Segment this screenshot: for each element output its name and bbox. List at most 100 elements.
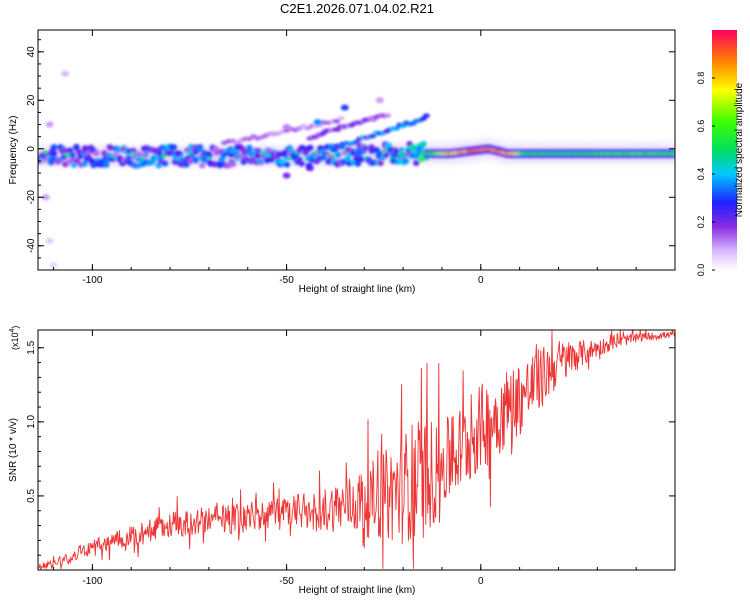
spectrogram-streak [306, 113, 392, 141]
spectrogram-band-core [192, 157, 198, 161]
spectrogram-band-blob [205, 151, 212, 158]
snr-x-tick-label: -50 [279, 576, 294, 587]
spectrogram-band-blob [339, 143, 346, 150]
spectrogram-band-blob [216, 162, 223, 169]
spectrogram-band-blob [166, 150, 174, 157]
spectrogram-streak-blob [419, 116, 427, 122]
spectrogram-y-tick-label: -20 [26, 190, 37, 205]
spectrogram-band-blob [69, 152, 76, 158]
spectrogram-band-blob [115, 146, 122, 153]
spectrogram-band-blob [256, 158, 263, 165]
spectrogram-band-core [381, 149, 387, 153]
spectrogram-band-core [353, 148, 359, 152]
spectrogram-streak-blob [334, 127, 342, 132]
spectrogram-band-blob [361, 145, 368, 152]
spectrogram-band-blob [178, 161, 185, 168]
spectrogram-band-blob [152, 147, 159, 154]
spectrogram-band-blob [211, 161, 218, 168]
spectrogram-band-blob [278, 158, 285, 165]
spectrogram-band-core [42, 150, 48, 154]
snr-frame [37, 329, 676, 571]
spectrogram-ridge-core [670, 151, 675, 156]
spectrogram-band-blob [286, 145, 293, 151]
spectrogram-band-blob [299, 145, 306, 151]
spectrogram-band-blob [170, 144, 178, 151]
spectrogram-band-blob [377, 160, 384, 167]
spectrogram-band-blob [344, 155, 352, 162]
spectrogram-x-tick-label: -100 [82, 275, 102, 286]
spectrogram-band-core [329, 153, 335, 157]
spectrogram-band-blob [103, 161, 110, 168]
spectrogram-band-blob [187, 158, 194, 165]
spectrogram-frame [37, 29, 676, 271]
colorbar-tick-label: 0.6 [696, 120, 706, 133]
spectrogram-band-blob [195, 145, 203, 152]
colorbar-tick-label: 0.4 [696, 168, 706, 181]
spectrogram-band-blob [305, 162, 313, 169]
spectrogram-streak-blob [333, 119, 341, 124]
spectrogram-band-blob [161, 160, 169, 167]
snr-scale-exponent: 4 [9, 328, 16, 332]
spectrogram-hotspot [340, 104, 349, 111]
snr-x-tick-label: 0 [478, 576, 484, 587]
colorbar-ticks: 0.0 0.2 0.4 0.6 0.8 [696, 72, 715, 276]
snr-x-tick-label: -100 [82, 576, 102, 587]
spectrogram-band-blob [134, 162, 141, 169]
spectrogram-plot-area [38, 70, 675, 269]
snr-plot-area [38, 330, 675, 570]
spectrogram-band-blob [368, 147, 376, 154]
colorbar-tick-label: 0.8 [696, 72, 706, 85]
spectrogram-band-blob [402, 158, 409, 165]
spectrogram-band-core [234, 157, 240, 162]
spectrogram-band-core [129, 151, 135, 155]
spectrogram-band-core [405, 149, 412, 153]
spectrogram-band-blob [353, 155, 360, 162]
spectrogram-hotspot [49, 262, 58, 269]
spectrogram-hotspot [45, 237, 54, 244]
spectrogram-band-blob [413, 160, 420, 166]
spectrogram-band-blob [106, 144, 114, 151]
spectrogram-y-tick-label: -40 [26, 238, 37, 253]
spectrogram-streak [220, 116, 345, 146]
spectrogram-band-blob [334, 151, 342, 158]
spectrogram-hotspot [375, 97, 384, 104]
spectrogram-band-blob [239, 146, 247, 153]
spectrogram-band-core [178, 155, 184, 159]
snr-y-tick-label: 0.5 [26, 489, 37, 503]
spectrogram-y-tick-label: 20 [26, 94, 37, 106]
spectrogram-y-axis-label: Frequency (Hz) [8, 116, 19, 185]
colorbar: 0.0 0.2 0.4 0.6 0.8 Normalized spectral ampl… [696, 30, 745, 276]
spectrogram-band-blob [213, 149, 220, 156]
spectrogram-streak-blob [399, 123, 407, 129]
spectrogram-band-blob [61, 147, 68, 154]
snr-scale-label: (x104) [9, 326, 20, 350]
spectrogram-band-core [399, 147, 405, 151]
figure-title: C2E1.2026.071.04.02.R21 [280, 1, 434, 16]
spectrogram-band-blob [54, 158, 62, 165]
spectrogram-band-blob [50, 145, 57, 152]
spectrogram-band-blob [387, 146, 394, 153]
spectrogram-band-blob [420, 141, 427, 147]
snr-axes: -100 -50 0 0.5 1.0 1.5 [26, 330, 675, 587]
spectrogram-band-blob [331, 146, 338, 153]
snr-panel: -100 -50 0 0.5 1.0 1.5 Height of straight lin… [8, 326, 676, 596]
spectrogram-band-blob [93, 149, 100, 156]
spectrogram-band-core [45, 155, 52, 159]
spectrogram-y-tick-label: 40 [26, 46, 37, 58]
spectrogram-band-blob [84, 149, 92, 156]
spectrogram-panel: -100 -50 0 -40 -20 0 20 40 Height of straight l… [8, 29, 676, 295]
spectrogram-hotspot [61, 70, 70, 77]
spectrogram-band-core [112, 156, 118, 160]
spectrogram-band-blob [73, 143, 80, 150]
spectrogram-band-blob [302, 149, 309, 156]
spectrogram-band-blob [229, 161, 237, 168]
snr-y-tick-label: 1.5 [26, 340, 37, 354]
spectrogram-band-blob [81, 160, 88, 167]
spectrogram-band-core [259, 150, 265, 154]
spectrogram-band [38, 141, 675, 169]
spectrogram-hotspot [282, 172, 291, 179]
spectrogram-hotspot [313, 119, 322, 126]
snr-y-axis-label: SNR (10 * v/v) [8, 418, 19, 482]
